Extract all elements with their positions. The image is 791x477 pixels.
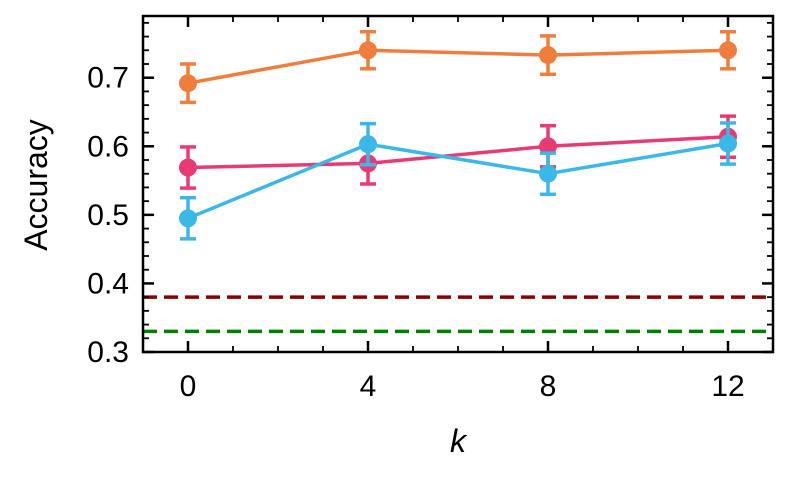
plot-frame <box>141 14 775 354</box>
series-1-point-0 <box>179 158 197 177</box>
x-tick-label: 8 <box>540 370 557 403</box>
series-0-line <box>187 48 729 85</box>
y-tick-label: 0.5 <box>87 199 129 232</box>
y-axis-title: Accuracy <box>18 119 54 251</box>
series-2-point-1 <box>359 135 377 154</box>
series-0-point-2 <box>539 46 557 65</box>
y-tick-label: 0.6 <box>87 130 129 163</box>
y-tick-label: 0.3 <box>87 336 129 369</box>
y-tick-label: 0.4 <box>87 267 129 300</box>
series-2-point-3 <box>719 134 737 153</box>
series-2-line <box>187 141 729 220</box>
axes-layer: 0.3 0.4 0.5 0.6 0.7 0 4 8 12 <box>87 14 775 403</box>
x-tick-label: 12 <box>711 370 744 403</box>
x-tick-label: 4 <box>360 370 377 403</box>
series-1-line <box>187 134 729 170</box>
series-2-point-0 <box>179 209 197 228</box>
x-axis-title: k <box>450 423 468 459</box>
series-2-point-2 <box>539 164 557 183</box>
series-0-point-3 <box>719 41 737 60</box>
series-0-point-1 <box>359 41 377 60</box>
series-0-point-0 <box>179 74 197 93</box>
y-tick-label: 0.7 <box>87 62 129 95</box>
x-tick-label: 0 <box>180 370 197 403</box>
plot-layer <box>143 30 773 334</box>
series-1-point-2 <box>539 137 557 156</box>
